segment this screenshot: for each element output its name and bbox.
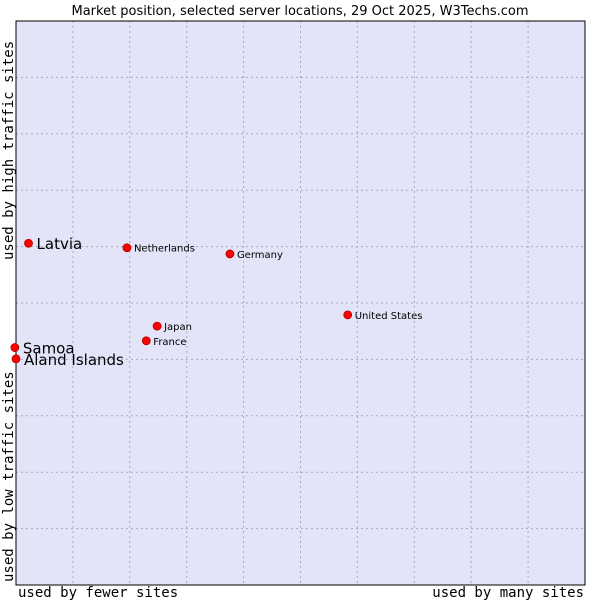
point-marker[interactable] [122,243,132,253]
points-layer: Latvia Netherlands Germany United States Jap… [10,235,423,369]
chart-title: Market position, selected server locatio… [71,4,528,19]
point-aland-islands[interactable]: Aland Islands [11,351,124,369]
point-germany[interactable]: Germany [225,249,283,261]
point-label: United States [355,311,423,322]
point-label: France [153,337,186,348]
x-axis-label-left: used by fewer sites [18,585,178,600]
point-samoa[interactable]: Samoa [10,340,75,358]
point-marker[interactable] [24,238,33,248]
point-marker[interactable] [11,354,21,364]
point-label: Japan [163,322,192,333]
point-france[interactable]: France [141,336,187,348]
y-axis-label-bottom: used by low traffic sites [1,371,17,582]
x-axis-label-right: used by many sites [432,585,584,600]
plot-border [15,20,586,586]
point-marker[interactable] [141,336,151,346]
point-marker[interactable] [152,321,162,331]
point-label: Aland Islands [24,351,124,369]
point-marker[interactable] [343,310,353,320]
point-marker[interactable] [10,343,20,352]
point-label: Samoa [23,340,75,358]
point-netherlands[interactable]: Netherlands [122,243,195,255]
point-united-states[interactable]: United States [343,310,423,322]
y-axis-label-top: used by high traffic sites [1,41,17,260]
point-label: Germany [237,250,283,261]
point-marker[interactable] [225,249,235,259]
grid-lines [16,21,585,585]
point-japan[interactable]: Japan [152,321,192,333]
point-label: Latvia [37,235,83,253]
point-label: Netherlands [134,244,195,255]
point-latvia[interactable]: Latvia [24,235,83,253]
